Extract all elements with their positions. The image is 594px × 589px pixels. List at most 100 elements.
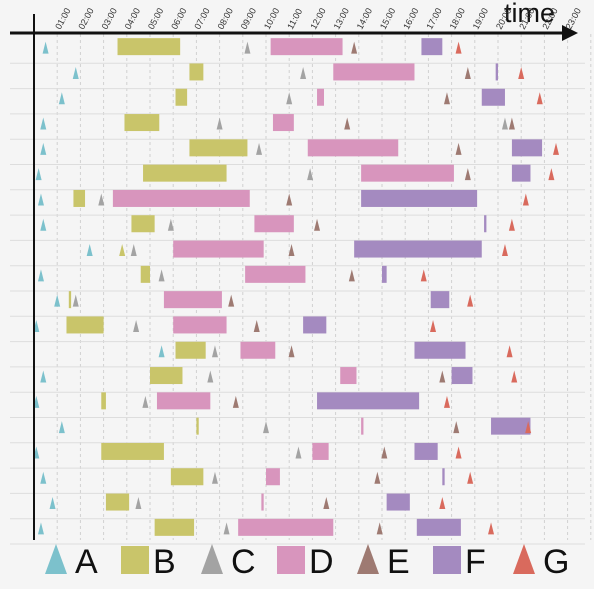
event-marker-g — [443, 395, 450, 408]
event-marker-a — [42, 41, 49, 54]
event-marker-g — [439, 497, 446, 510]
event-marker-g — [506, 345, 513, 358]
event-marker-e — [381, 446, 388, 459]
interval-bar-b — [175, 88, 188, 106]
interval-bar-b — [189, 63, 204, 81]
legend-swatch-e — [357, 544, 379, 574]
event-marker-e — [376, 522, 383, 535]
interval-bar-b — [150, 367, 183, 385]
legend-swatch-g — [513, 544, 535, 574]
legend: A B C D E F G — [45, 543, 569, 581]
event-marker-a — [40, 370, 47, 383]
event-marker-g — [430, 319, 437, 332]
interval-bar-f — [354, 240, 482, 258]
event-marker-g — [522, 193, 529, 206]
interval-bar-f — [495, 63, 498, 81]
event-marker-c — [263, 421, 269, 434]
event-marker-e — [232, 395, 239, 408]
event-marker-e — [439, 370, 446, 383]
event-marker-g — [508, 218, 515, 231]
interval-bar-d — [245, 265, 306, 283]
interval-bar-d — [261, 493, 264, 511]
interval-bar-f — [442, 468, 445, 486]
interval-bar-f — [414, 442, 438, 460]
interval-bar-b — [140, 265, 150, 283]
event-marker-a — [58, 92, 65, 105]
interval-bar-d — [254, 215, 294, 233]
interval-bar-b — [66, 316, 104, 334]
event-marker-g — [511, 370, 518, 383]
interval-bar-d — [317, 88, 324, 106]
event-marker-a — [72, 66, 79, 79]
interval-bar-d — [272, 114, 294, 132]
event-marker-e — [344, 117, 351, 130]
event-marker-g — [536, 92, 543, 105]
event-marker-c — [130, 244, 137, 257]
interval-bar-b — [131, 215, 155, 233]
legend-label-g: G — [543, 543, 569, 581]
legend-label-b: B — [153, 543, 176, 581]
interval-bar-b — [117, 38, 181, 56]
event-marker-c — [307, 168, 314, 181]
interval-bar-b — [189, 139, 248, 157]
event-marker-e — [253, 319, 260, 332]
event-marker-g — [525, 421, 532, 434]
legend-swatch-b — [121, 546, 149, 574]
interval-bar-f — [511, 164, 531, 182]
interval-bar-b — [101, 392, 106, 410]
event-marker-e — [228, 294, 235, 307]
event-marker-c — [244, 41, 251, 54]
interval-bar-b — [124, 114, 160, 132]
event-marker-g — [501, 244, 508, 257]
event-marker-g — [548, 168, 555, 181]
event-marker-a — [54, 294, 61, 307]
event-marker-e — [286, 193, 293, 206]
interval-bar-d — [238, 518, 334, 536]
event-marker-e — [464, 168, 471, 181]
interval-bar-f — [481, 88, 505, 106]
chart-marks — [33, 38, 559, 536]
legend-swatch-c — [201, 544, 223, 574]
event-marker-c — [211, 471, 218, 484]
interval-bar-f — [361, 189, 478, 207]
axes: time — [10, 0, 578, 540]
event-marker-c — [211, 345, 218, 358]
event-marker-c — [135, 497, 142, 510]
interval-bar-f — [430, 291, 450, 309]
interval-bar-f — [491, 417, 531, 435]
event-marker-e — [374, 471, 381, 484]
x-axis-arrowhead — [562, 25, 578, 41]
event-marker-g — [553, 142, 559, 155]
event-marker-a — [158, 345, 165, 358]
event-marker-g — [467, 471, 474, 484]
event-marker-c — [158, 269, 165, 282]
interval-bar-d — [112, 189, 250, 207]
event-marker-a — [58, 421, 65, 434]
event-marker-c — [256, 142, 263, 155]
legend-swatch-f — [433, 546, 461, 574]
event-marker-g — [420, 269, 427, 282]
legend-label-f: F — [465, 543, 486, 581]
legend-label-e: E — [387, 543, 410, 581]
interval-bar-f — [317, 392, 420, 410]
event-marker-e — [314, 218, 321, 231]
interval-bar-d — [307, 139, 399, 157]
interval-bar-b — [68, 291, 72, 309]
event-marker-e — [351, 41, 358, 54]
event-marker-a — [40, 142, 47, 155]
interval-bar-d — [173, 240, 264, 258]
legend-swatch-a — [45, 544, 67, 574]
event-marker-a — [37, 269, 44, 282]
event-marker-g — [455, 446, 462, 459]
interval-bar-d — [340, 367, 357, 385]
event-marker-c — [223, 522, 230, 535]
interval-bar-f — [421, 38, 443, 56]
interval-bar-b — [101, 442, 164, 460]
event-marker-e — [453, 421, 460, 434]
interval-bar-d — [266, 468, 280, 486]
interval-bar-f — [511, 139, 543, 157]
event-marker-e — [323, 497, 330, 510]
